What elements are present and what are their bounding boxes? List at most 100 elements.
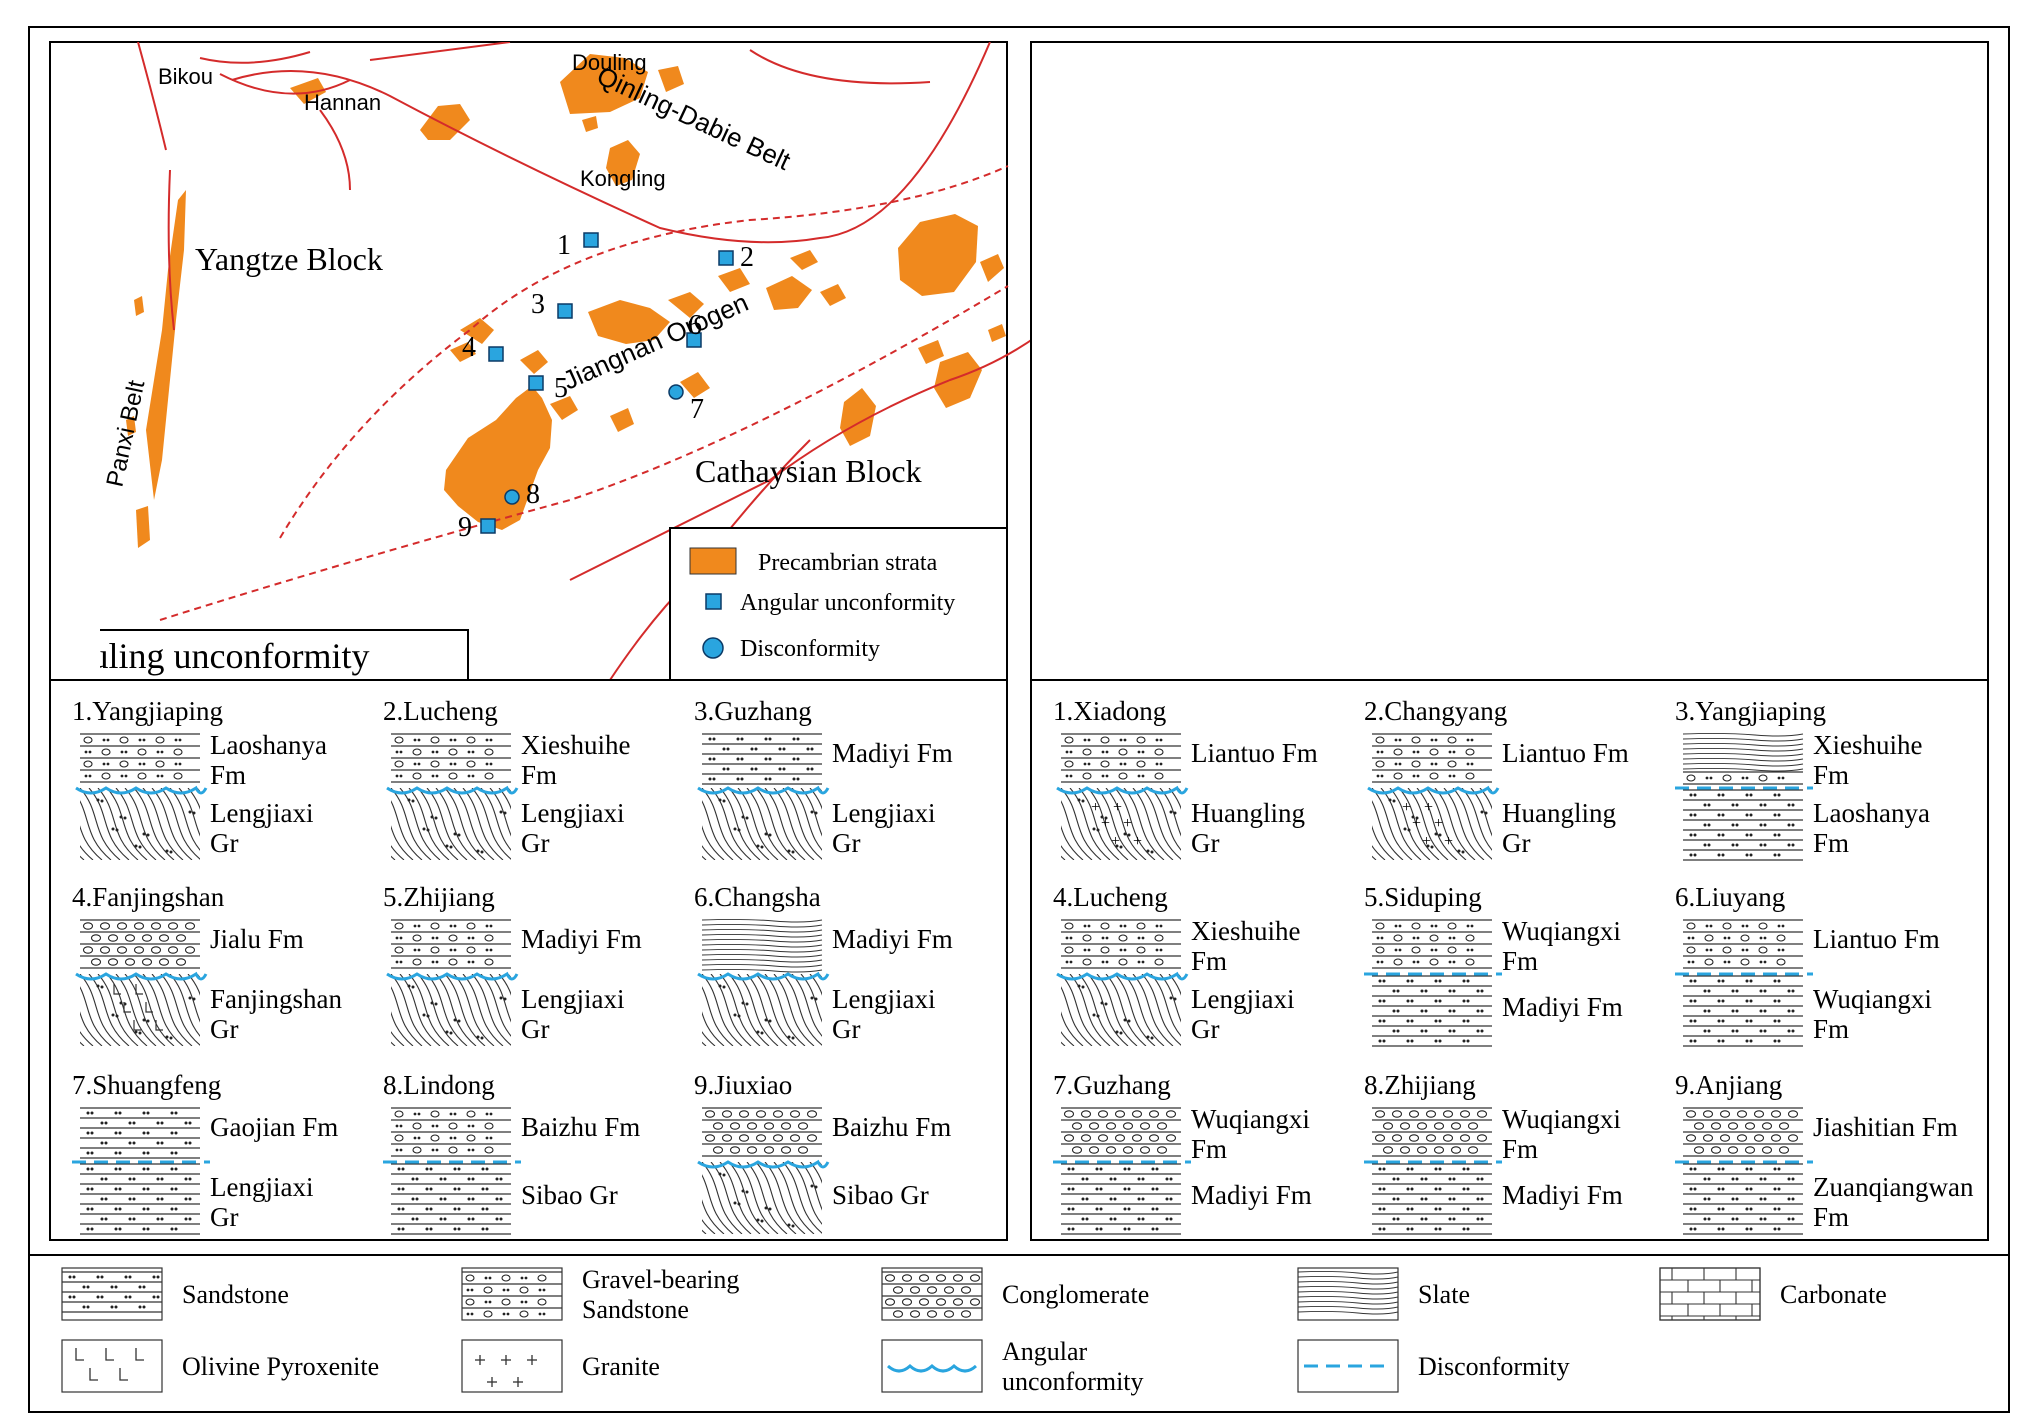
sand-grain	[741, 1189, 745, 1193]
conglomerate-clast	[746, 1122, 758, 1130]
precambrian-strata-area	[146, 190, 186, 500]
sand-grain	[1101, 774, 1105, 778]
sand-grain	[1773, 853, 1777, 857]
sand-grain	[1452, 1197, 1456, 1201]
sand-grain	[114, 1207, 118, 1211]
conglomerate-clast	[729, 1146, 741, 1154]
gravel-clast	[1393, 958, 1403, 966]
slate-foliation	[1087, 788, 1129, 860]
sand-grain	[90, 1131, 94, 1135]
sand-grain	[484, 1276, 488, 1280]
conglomerate-clast	[729, 1122, 741, 1130]
conglomerate-clast	[884, 1298, 896, 1306]
sand-grain	[1071, 1167, 1075, 1171]
sand-grain	[1689, 793, 1693, 797]
sand-grain	[1151, 1207, 1155, 1211]
conglomerate-clast	[969, 1298, 981, 1306]
sand-grain	[1693, 833, 1697, 837]
gravel-clast	[1740, 934, 1750, 942]
sand-grain	[156, 774, 160, 778]
gravel-clast	[155, 736, 165, 744]
slate-foliation	[498, 974, 511, 996]
sand-grain	[1380, 936, 1384, 940]
sand-grain	[1069, 774, 1073, 778]
sand-grain	[1392, 1009, 1396, 1013]
sand-grain	[1141, 774, 1145, 778]
sand-grain	[152, 1275, 156, 1279]
sand-grain	[754, 767, 758, 771]
sand-grain	[174, 1227, 178, 1231]
sand-grain	[756, 844, 760, 848]
slate-foliation	[764, 974, 806, 1046]
sand-grain	[1721, 853, 1725, 857]
conglomerate-clast	[763, 1146, 775, 1154]
sand-grain	[422, 827, 426, 831]
sand-grain	[1470, 924, 1474, 928]
gravel-clast	[448, 958, 458, 966]
slate-foliation	[719, 1162, 761, 1234]
gravel-clast	[519, 1310, 529, 1318]
sand-grain	[1119, 948, 1123, 952]
sand-grain	[481, 1207, 485, 1211]
sand-grain	[118, 1151, 122, 1155]
sand-grain	[1777, 1207, 1781, 1211]
gravel-clast	[1375, 922, 1385, 930]
upper-unit-label: Liantuo Fm	[1502, 738, 1629, 768]
sand-grain	[1721, 1207, 1725, 1211]
slate-oblique	[1061, 788, 1181, 860]
sand-grain	[1083, 948, 1087, 952]
sand-grain	[138, 1305, 142, 1309]
sand-grain	[768, 1207, 772, 1211]
angular-unconformity-marker	[480, 518, 496, 534]
conglomerate-clast	[150, 946, 162, 954]
gravel-clast	[484, 934, 494, 942]
sand-grain	[1759, 1009, 1763, 1013]
sand-grain	[1689, 1227, 1693, 1231]
sand-grain	[488, 1276, 492, 1280]
sand-grain	[1434, 1167, 1438, 1171]
sand-grain	[1741, 948, 1745, 952]
upper-unit-column	[1682, 732, 1804, 785]
sand-grain	[114, 1151, 118, 1155]
sand-grain	[435, 774, 439, 778]
sand-grain	[1434, 1039, 1438, 1043]
sand-grain	[1691, 960, 1695, 964]
conglomerate-clast	[755, 1134, 767, 1142]
sand-grain	[467, 1197, 471, 1201]
angular-unconformity-contact	[1056, 785, 1189, 795]
slate-foliation	[1123, 974, 1165, 1046]
sand-grain	[1717, 1167, 1721, 1171]
sand-grain	[1703, 1009, 1707, 1013]
sand-grain	[1119, 845, 1123, 849]
sand-grain	[1434, 948, 1438, 952]
sand-grain	[417, 948, 421, 952]
gravel-clast	[1704, 958, 1714, 966]
sand-grain	[722, 767, 726, 771]
sand-grain	[146, 1207, 150, 1211]
sand-grain	[1763, 1217, 1767, 1221]
lower-unit-label: Fm	[1813, 1014, 1849, 1044]
slate-foliation	[178, 974, 200, 1023]
lower-unit-label: Lengjiaxi	[521, 798, 624, 828]
gravel-clast	[1393, 772, 1403, 780]
sand-grain	[1777, 1019, 1781, 1023]
slate-foliation	[1372, 825, 1395, 860]
gravel-clast	[1686, 774, 1696, 782]
slate-line	[1297, 1295, 1399, 1300]
sand-grain	[1434, 1187, 1438, 1191]
gravel-clast	[1064, 760, 1074, 768]
sand-grain	[1693, 999, 1697, 1003]
sand-grain	[1741, 776, 1745, 780]
slate-foliation	[391, 800, 423, 860]
sand-grain	[471, 774, 475, 778]
conglomerate-clast	[1459, 1110, 1471, 1118]
gravel-clast	[448, 934, 458, 942]
gravel-clast	[1722, 774, 1732, 782]
sand-grain	[756, 1030, 760, 1034]
gravel-clast	[412, 1146, 422, 1154]
slate-foliation	[800, 974, 822, 1023]
sand-grain	[1141, 1177, 1145, 1181]
gravel-clast	[155, 760, 165, 768]
sand-grain	[1434, 999, 1438, 1003]
sand-grain	[115, 1014, 119, 1018]
